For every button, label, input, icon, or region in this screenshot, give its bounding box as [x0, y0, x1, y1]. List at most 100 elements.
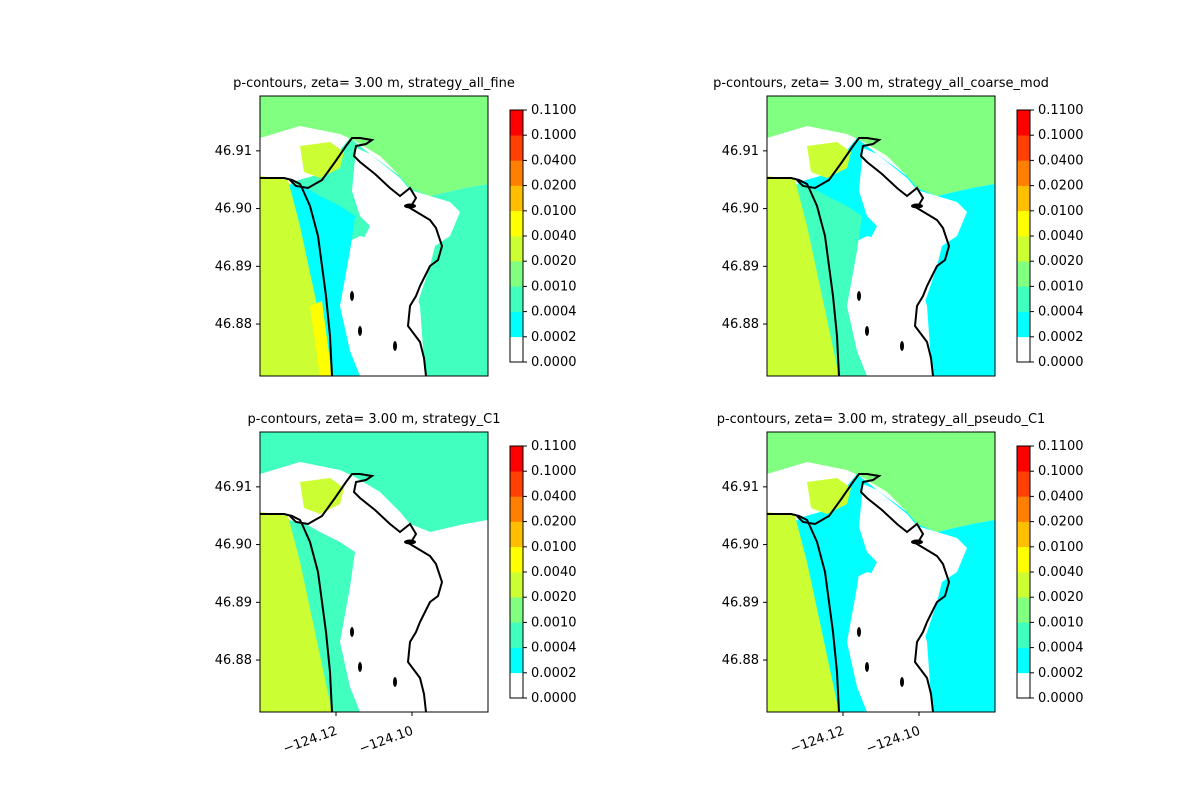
region-offshore-band	[310, 301, 332, 376]
colorbar-segment	[510, 336, 523, 363]
heatmap-area	[259, 95, 489, 377]
heatmap-area	[766, 95, 996, 377]
y-tick-label: 46.91	[215, 480, 252, 495]
colorbar-tick-label: 0.1100	[531, 103, 577, 118]
region-bay	[792, 138, 995, 376]
plot-frame	[259, 431, 489, 713]
panel-strategy-all-fine: p-contours, zeta= 3.00 m, strategy_all_f…	[215, 76, 577, 377]
y-tick-label: 46.89	[722, 259, 759, 274]
colorbar-segment	[510, 185, 523, 212]
x-tick-label: −124.12	[788, 724, 846, 757]
colorbar-segment	[1017, 311, 1030, 338]
plot-frame	[259, 95, 489, 377]
colorbar-segment	[510, 597, 523, 623]
region-north	[260, 96, 488, 196]
y-tick-label: 46.90	[215, 538, 252, 553]
colorbar-segment	[510, 210, 523, 237]
colorbar: 0.0000 0.0002 0.0004 0.0010 0.0020 0.0040 0.01…	[509, 103, 577, 370]
y-tick-label: 46.89	[215, 595, 252, 610]
colorbar-tick-label: 0.1100	[531, 439, 577, 454]
y-tick-label: 46.90	[215, 202, 252, 217]
x-axis: −124.12 −124.10	[788, 712, 922, 757]
island	[911, 539, 923, 545]
colorbar-segment	[510, 672, 523, 699]
island	[404, 203, 416, 209]
colorbar-tick-label: 0.0002	[531, 666, 577, 681]
colorbar-tick-label: 0.0004	[1038, 641, 1084, 656]
colorbar-segment	[510, 311, 523, 338]
colorbar: 0.0000 0.0002 0.0004 0.0010 0.0020 0.0040 0.01…	[1016, 103, 1084, 370]
colorbar-tick-label: 0.1100	[1038, 103, 1084, 118]
colorbar-segment	[510, 286, 523, 312]
panel-strategy-c1: p-contours, zeta= 3.00 m, strategy_C1 46…	[215, 412, 577, 757]
coastline-west	[260, 513, 333, 713]
colorbar-segment	[1017, 210, 1030, 237]
land-mainland	[859, 148, 967, 376]
colorbar-tick-label: 0.0400	[1038, 153, 1084, 168]
colorbar-tick-label: 0.1000	[531, 128, 577, 143]
colorbar-segment	[510, 521, 523, 548]
y-tick-label: 46.90	[722, 538, 759, 553]
region-spit	[807, 142, 851, 178]
colorbar-tick-label: 0.0000	[1038, 691, 1084, 706]
colorbar-tick-label: 0.1100	[1038, 439, 1084, 454]
colorbar-segment	[1017, 110, 1030, 136]
coastline-west	[767, 513, 840, 713]
colorbar-tick-label: 0.0020	[531, 254, 577, 269]
region-ocean	[260, 512, 332, 712]
x-axis: −124.12 −124.10	[281, 712, 415, 757]
colorbar-segment	[1017, 236, 1030, 262]
y-axis: 46.91 46.90 46.89 46.88	[215, 144, 260, 332]
colorbar-segment	[510, 446, 523, 472]
y-tick-label: 46.88	[215, 653, 252, 668]
colorbar-tick-label: 0.0200	[531, 515, 577, 530]
colorbar-tick-label: 0.0400	[531, 489, 577, 504]
colorbar-segment	[510, 110, 523, 136]
colorbar-segment	[510, 160, 523, 186]
colorbar-tick-label: 0.0002	[1038, 330, 1084, 345]
island	[900, 341, 904, 351]
land-mainland	[352, 148, 460, 376]
island	[393, 341, 397, 351]
colorbar-segment	[510, 546, 523, 573]
island	[393, 677, 397, 687]
colorbar-segment	[510, 572, 523, 598]
colorbar-segment	[1017, 336, 1030, 363]
region-north	[767, 96, 995, 196]
colorbar-tick-label: 0.0020	[1038, 254, 1084, 269]
colorbar-segment	[510, 647, 523, 674]
plot-frame	[766, 431, 996, 713]
coastline-west	[260, 177, 333, 377]
plot-frame	[766, 95, 996, 377]
y-tick-label: 46.90	[722, 202, 759, 217]
colorbar-tick-label: 0.0002	[1038, 666, 1084, 681]
y-axis: 46.91 46.90 46.89 46.88	[215, 480, 260, 668]
region-bay	[792, 474, 995, 712]
colorbar: 0.0000 0.0002 0.0004 0.0010 0.0020 0.0040 0.01…	[509, 439, 577, 706]
region-bay	[285, 138, 488, 376]
island	[865, 662, 869, 672]
y-tick-label: 46.89	[215, 259, 252, 274]
x-tick-label: −124.12	[281, 724, 339, 757]
y-tick-label: 46.91	[215, 144, 252, 159]
panel-title: p-contours, zeta= 3.00 m, strategy_C1	[248, 412, 501, 427]
colorbar-segment	[1017, 446, 1030, 472]
colorbar-tick-label: 0.0040	[1038, 229, 1084, 244]
island	[358, 326, 362, 336]
colorbar-segment	[1017, 572, 1030, 598]
y-tick-label: 46.88	[215, 317, 252, 332]
colorbar-segment	[510, 236, 523, 262]
colorbar-tick-label: 0.0400	[1038, 489, 1084, 504]
heatmap-area	[766, 431, 996, 713]
region-spit	[300, 142, 344, 178]
panel-title: p-contours, zeta= 3.00 m, strategy_all_p…	[717, 412, 1046, 427]
colorbar-segment	[510, 261, 523, 287]
colorbar-segment	[510, 471, 523, 497]
colorbar-tick-label: 0.0010	[1038, 279, 1084, 294]
colorbar-segment	[1017, 185, 1030, 212]
island	[358, 662, 362, 672]
colorbar-segment	[1017, 597, 1030, 623]
island	[900, 677, 904, 687]
colorbar-tick-label: 0.0100	[1038, 540, 1084, 555]
